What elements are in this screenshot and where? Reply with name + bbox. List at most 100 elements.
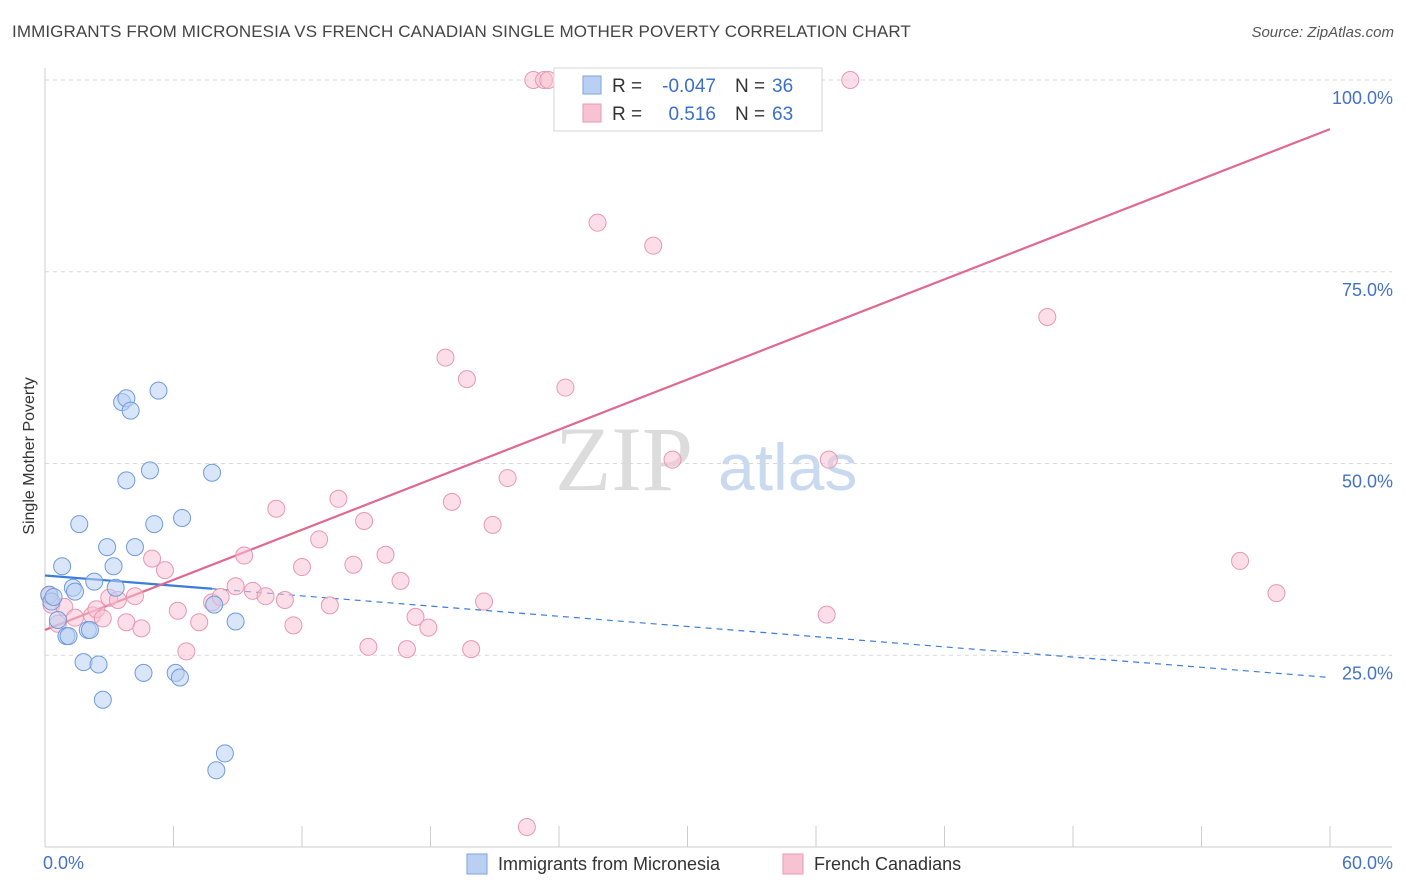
point-micronesia <box>74 653 93 672</box>
point-french-canadians <box>817 605 836 624</box>
point-french-canadians <box>117 613 136 632</box>
point-french-canadians <box>406 607 425 626</box>
point-micronesia <box>59 627 78 646</box>
y-tick-label: 50.0% <box>1342 472 1393 492</box>
point-micronesia <box>215 744 234 763</box>
point-french-canadians <box>475 592 494 611</box>
point-micronesia <box>70 515 89 534</box>
point-micronesia <box>121 401 140 420</box>
legend-label-french-canadians: French Canadians <box>814 854 961 874</box>
x-tick-label: 0.0% <box>43 853 84 873</box>
point-french-canadians <box>226 577 245 596</box>
point-french-canadians <box>284 616 303 635</box>
point-french-canadians <box>819 450 838 469</box>
stats-swatch-pink <box>582 103 602 123</box>
point-french-canadians <box>320 596 339 615</box>
chart-title: IMMIGRANTS FROM MICRONESIA VS FRENCH CAN… <box>12 22 911 41</box>
trend-lines <box>44 128 1331 679</box>
stats-n-label: N = <box>735 104 765 125</box>
point-french-canadians <box>556 378 575 397</box>
legend-label-micronesia: Immigrants from Micronesia <box>498 854 721 874</box>
point-french-canadians <box>293 558 311 577</box>
point-french-canadians <box>442 492 461 511</box>
point-french-canadians <box>457 370 476 389</box>
point-french-canadians <box>1267 584 1286 603</box>
point-micronesia <box>205 595 224 614</box>
point-french-canadians <box>663 450 682 469</box>
point-micronesia <box>104 557 123 576</box>
point-french-canadians <box>329 489 348 508</box>
point-french-canadians <box>517 818 536 837</box>
stats-r-value: 0.516 <box>668 104 716 125</box>
point-french-canadians <box>256 587 275 606</box>
y-axis-label: Single Mother Poverty <box>21 377 38 534</box>
point-french-canadians <box>588 213 607 232</box>
point-french-canadians <box>310 530 329 549</box>
point-french-canadians <box>65 608 84 627</box>
point-french-canadians <box>419 618 438 637</box>
point-micronesia <box>170 668 189 687</box>
point-french-canadians <box>841 71 860 89</box>
axes <box>44 68 1392 848</box>
point-french-canadians <box>190 613 209 632</box>
point-micronesia <box>106 578 125 597</box>
stats-r-value: -0.047 <box>662 76 716 97</box>
x-tick-label: 60.0% <box>1342 853 1393 873</box>
stats-r-label: R = <box>612 104 642 125</box>
y-tick-label: 75.0% <box>1342 280 1393 300</box>
point-french-canadians <box>267 499 286 518</box>
series-legend: Immigrants from Micronesia French Canadi… <box>466 853 961 875</box>
point-micronesia <box>145 515 164 534</box>
stats-swatch-blue <box>582 75 602 95</box>
point-french-canadians <box>359 637 378 656</box>
point-micronesia <box>140 461 159 480</box>
legend-swatch-micronesia <box>466 853 488 875</box>
legend-swatch-french-canadians <box>782 853 804 875</box>
point-french-canadians <box>275 591 294 610</box>
point-french-canadians <box>168 601 187 620</box>
y-tick-label: 100.0% <box>1332 88 1393 108</box>
y-tick-label: 25.0% <box>1342 663 1393 683</box>
point-french-canadians <box>1038 308 1057 327</box>
point-french-canadians <box>483 515 502 534</box>
point-french-canadians <box>1231 551 1250 570</box>
point-french-canadians <box>355 512 374 531</box>
point-french-canadians <box>344 555 363 574</box>
point-french-canadians <box>177 642 196 661</box>
trend-line-french-canadians <box>44 128 1331 631</box>
point-micronesia <box>44 587 63 606</box>
point-french-canadians <box>93 609 112 628</box>
point-micronesia <box>117 471 136 490</box>
point-micronesia <box>125 538 144 557</box>
point-micronesia <box>98 538 117 557</box>
point-micronesia <box>203 463 222 482</box>
point-micronesia <box>48 610 67 629</box>
point-french-canadians <box>498 469 517 488</box>
point-french-canadians <box>436 348 455 367</box>
point-micronesia <box>226 612 245 631</box>
point-micronesia <box>149 381 168 400</box>
point-french-canadians <box>462 640 481 659</box>
trend-line-micronesia-dashed <box>212 588 1331 679</box>
point-micronesia <box>80 620 99 639</box>
point-micronesia <box>53 557 72 576</box>
point-french-canadians <box>397 640 416 659</box>
trend-line-micronesia <box>44 574 213 590</box>
point-french-canadians <box>391 571 410 590</box>
point-micronesia <box>207 761 226 780</box>
point-french-canadians <box>644 236 663 255</box>
point-micronesia <box>85 572 104 591</box>
stats-legend: R = -0.047 N = 36 R = 0.516 N = 63 <box>553 67 823 132</box>
stats-r-label: R = <box>612 76 642 97</box>
point-micronesia <box>65 582 84 601</box>
point-french-canadians <box>376 545 395 564</box>
point-french-canadians <box>132 619 151 638</box>
point-french-canadians <box>143 549 162 568</box>
point-micronesia <box>134 663 153 682</box>
stats-n-value: 63 <box>772 104 793 125</box>
watermark-atlas: atlas <box>718 430 857 504</box>
point-micronesia <box>173 508 192 527</box>
point-micronesia <box>89 655 108 674</box>
data-points <box>40 71 1286 837</box>
